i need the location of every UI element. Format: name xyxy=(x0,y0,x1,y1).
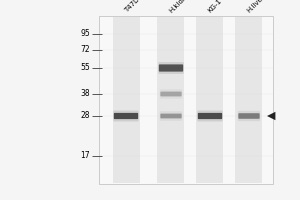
Text: 28: 28 xyxy=(80,112,90,120)
FancyBboxPatch shape xyxy=(238,111,260,121)
FancyBboxPatch shape xyxy=(160,111,182,121)
Text: 55: 55 xyxy=(80,64,90,72)
Bar xyxy=(196,17,224,183)
Bar xyxy=(112,17,140,183)
Polygon shape xyxy=(267,112,275,120)
Text: KG-1: KG-1 xyxy=(207,0,224,14)
FancyBboxPatch shape xyxy=(114,113,138,119)
FancyBboxPatch shape xyxy=(198,113,222,119)
Text: T47D: T47D xyxy=(123,0,140,14)
Text: H.kidney: H.kidney xyxy=(168,0,194,14)
FancyBboxPatch shape xyxy=(238,113,260,119)
FancyBboxPatch shape xyxy=(160,89,182,99)
FancyBboxPatch shape xyxy=(158,62,184,74)
Text: 38: 38 xyxy=(80,90,90,98)
Bar xyxy=(99,16,273,184)
Bar xyxy=(236,17,262,183)
FancyBboxPatch shape xyxy=(160,92,182,96)
FancyBboxPatch shape xyxy=(197,110,223,122)
Bar xyxy=(158,17,184,183)
FancyBboxPatch shape xyxy=(160,114,182,118)
Text: H.liver: H.liver xyxy=(246,0,266,14)
FancyBboxPatch shape xyxy=(113,110,139,122)
Text: 72: 72 xyxy=(80,46,90,54)
Text: 95: 95 xyxy=(80,29,90,38)
Text: 17: 17 xyxy=(80,152,90,160)
FancyBboxPatch shape xyxy=(159,64,183,72)
